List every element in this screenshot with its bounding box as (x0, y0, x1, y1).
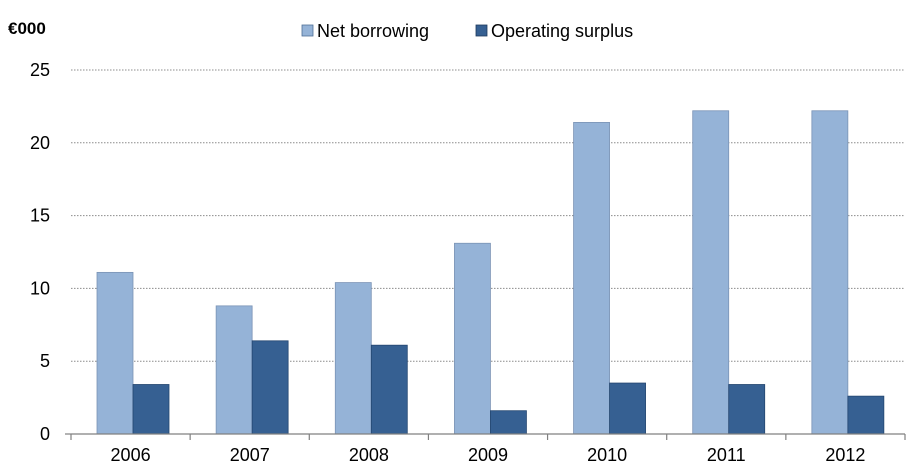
bar-net-borrowing-2011 (692, 110, 730, 435)
y-axis-tick-labels: 0 5 10 15 20 25 (30, 60, 50, 444)
bar-net-borrowing-2010 (573, 122, 610, 435)
x-tick-label: 2009 (468, 445, 508, 465)
bar-net-borrowing-2007 (215, 305, 253, 435)
legend-swatch-net-borrowing (301, 24, 314, 37)
bar-operating-surplus-2011 (728, 384, 766, 435)
y-tick-label: 10 (30, 278, 50, 298)
bar-operating-surplus-2012 (847, 395, 885, 435)
x-tick-label: 2006 (111, 445, 151, 465)
bar-net-borrowing-2006 (96, 271, 134, 435)
bar-operating-surplus-2008 (370, 344, 408, 435)
legend: Net borrowing Operating surplus (301, 21, 633, 41)
y-tick-label: 20 (30, 133, 50, 153)
bar-net-borrowing-2008 (334, 282, 372, 435)
bar-operating-surplus-2007 (251, 340, 289, 435)
x-tick-label: 2008 (349, 445, 389, 465)
bar-net-borrowing-2012 (811, 110, 849, 435)
x-axis (65, 433, 906, 440)
y-tick-label: 15 (30, 206, 50, 226)
y-tick-label: 5 (40, 351, 50, 371)
x-tick-label: 2010 (587, 445, 627, 465)
y-axis-unit-label: €000 (8, 19, 46, 38)
bars (96, 110, 885, 435)
x-tick-label: 2011 (707, 445, 746, 465)
x-axis-tick-labels: 2006 2007 2008 2009 2010 2011 2012 (111, 445, 866, 465)
legend-label-net-borrowing: Net borrowing (317, 21, 429, 41)
y-tick-label: 25 (30, 60, 50, 80)
legend-swatch-operating-surplus (475, 24, 488, 37)
legend-label-operating-surplus: Operating surplus (491, 21, 633, 41)
x-tick-label: 2012 (825, 445, 865, 465)
bar-operating-surplus-2009 (490, 410, 527, 435)
y-tick-label: 0 (40, 424, 50, 444)
bar-net-borrowing-2009 (454, 242, 491, 435)
bar-operating-surplus-2010 (609, 382, 646, 435)
x-tick-label: 2007 (230, 445, 270, 465)
bar-operating-surplus-2006 (132, 384, 170, 435)
